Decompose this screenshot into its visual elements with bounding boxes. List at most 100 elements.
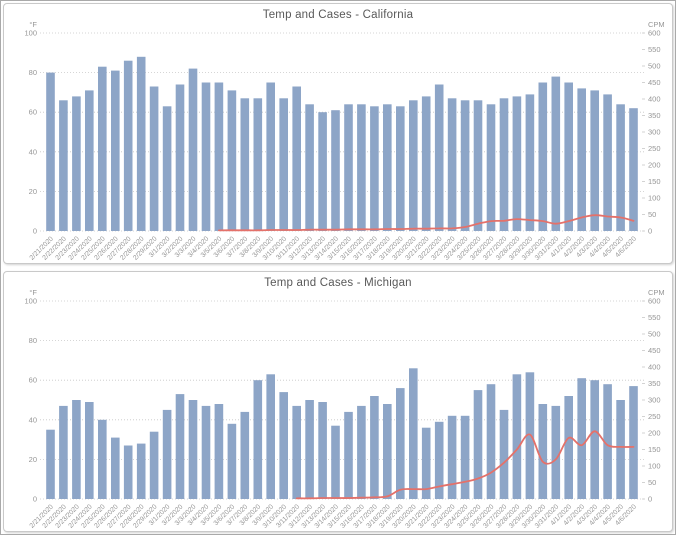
temp-bar <box>396 388 405 499</box>
temp-bar <box>227 90 237 232</box>
left-axis-tick: 80 <box>29 336 37 345</box>
temp-bar <box>227 423 237 499</box>
right-axis-tick: 300 <box>648 128 661 137</box>
temp-bar <box>214 82 224 231</box>
temp-bar <box>123 60 133 232</box>
temp-bar <box>590 380 599 499</box>
left-axis-tick: 40 <box>29 415 37 424</box>
left-axis-tick: 20 <box>29 187 37 196</box>
right-axis-tick: 250 <box>648 144 661 153</box>
right-axis-tick: 450 <box>648 346 661 355</box>
temp-bar <box>512 96 522 232</box>
temp-bar <box>72 400 81 499</box>
chart-title-michigan: Temp and Cases - Michigan <box>264 277 412 289</box>
temp-bar <box>188 68 198 231</box>
temp-bar <box>421 427 431 499</box>
right-axis-tick: 0 <box>648 227 652 236</box>
temp-bar <box>629 386 638 499</box>
temp-bar <box>473 100 483 231</box>
temp-bar <box>279 98 288 231</box>
temp-bar <box>344 411 353 499</box>
temp-bar <box>214 404 224 499</box>
temp-bar <box>111 70 120 231</box>
left-axis-tick: 60 <box>29 108 37 117</box>
temp-bar <box>499 409 509 499</box>
cases-line <box>218 214 635 232</box>
right-axis-tick: 150 <box>648 445 661 454</box>
temp-bar <box>460 100 470 231</box>
temp-bar <box>577 88 586 232</box>
temp-bar <box>486 384 496 499</box>
temp-bar <box>149 86 159 231</box>
temp-bar <box>98 66 107 231</box>
left-axis-unit: °F <box>29 20 37 29</box>
temp-bar <box>305 104 314 231</box>
temp-bar <box>538 82 548 231</box>
right-axis-tick: 550 <box>648 45 661 54</box>
temp-bar <box>460 415 470 499</box>
temp-bar <box>175 84 185 231</box>
temp-bar <box>59 405 68 499</box>
temp-bar <box>279 392 288 499</box>
temp-bar <box>603 94 612 232</box>
temp-cases-chart-michigan: 020406080100°F05010015020025030035040045… <box>24 288 665 529</box>
temp-bar <box>564 396 573 499</box>
temp-bar <box>240 411 250 499</box>
temp-bar <box>331 425 340 499</box>
temp-bar <box>434 84 444 231</box>
temp-bar <box>292 86 301 231</box>
temp-bar <box>331 110 340 231</box>
right-axis-tick: 300 <box>648 396 661 405</box>
right-axis-tick: 50 <box>648 210 656 219</box>
temp-bar <box>447 98 457 231</box>
temp-bar <box>111 437 120 499</box>
temp-bar <box>616 400 625 499</box>
right-axis-tick: 500 <box>648 330 661 339</box>
left-axis-tick: 60 <box>29 376 37 385</box>
left-axis-tick: 0 <box>33 227 37 236</box>
temp-bar <box>253 380 263 499</box>
temp-bar <box>136 443 146 499</box>
temp-bar <box>162 409 172 499</box>
temp-bar <box>512 374 522 499</box>
temp-bar <box>136 56 146 231</box>
temp-bar <box>59 100 68 231</box>
left-axis-unit: °F <box>29 288 37 297</box>
temp-cases-chart-california: 020406080100°F05010015020025030035040045… <box>24 20 665 261</box>
temp-bar <box>253 98 263 231</box>
right-axis-unit: CPM <box>648 288 665 297</box>
temp-bar <box>266 374 275 499</box>
right-axis-unit: CPM <box>648 20 665 29</box>
temp-bar <box>266 82 275 231</box>
temp-bar <box>123 445 133 499</box>
left-axis-tick: 20 <box>29 455 37 464</box>
temp-bar <box>421 96 431 232</box>
temp-bar <box>551 405 561 499</box>
right-axis-tick: 550 <box>648 313 661 322</box>
right-axis-tick: 450 <box>648 78 661 87</box>
temp-bar <box>525 94 535 232</box>
right-axis-tick: 350 <box>648 379 661 388</box>
left-axis-tick: 40 <box>29 147 37 156</box>
right-axis-tick: 100 <box>648 462 661 471</box>
temp-bar <box>292 405 301 499</box>
temp-bar <box>72 96 81 232</box>
right-axis-tick: 500 <box>648 62 661 71</box>
temp-bar <box>175 394 185 499</box>
chart-panel-michigan: Temp and Cases - Michigan 0 20 40 60 80 100 °F… <box>3 271 673 532</box>
left-axis-tick: 100 <box>24 29 37 38</box>
temp-bar <box>98 419 107 499</box>
right-axis-tick: 600 <box>648 297 661 306</box>
temp-bar <box>434 421 444 499</box>
temp-bar <box>162 106 172 231</box>
temp-bar <box>409 100 418 231</box>
right-axis-tick: 400 <box>648 363 661 372</box>
left-axis-tick: 80 <box>29 68 37 77</box>
temp-bar <box>85 90 94 232</box>
temp-bar <box>590 90 599 232</box>
temp-bar <box>240 98 250 231</box>
temp-bar <box>383 404 392 499</box>
temp-bar <box>577 378 586 499</box>
temp-bar <box>305 400 314 499</box>
